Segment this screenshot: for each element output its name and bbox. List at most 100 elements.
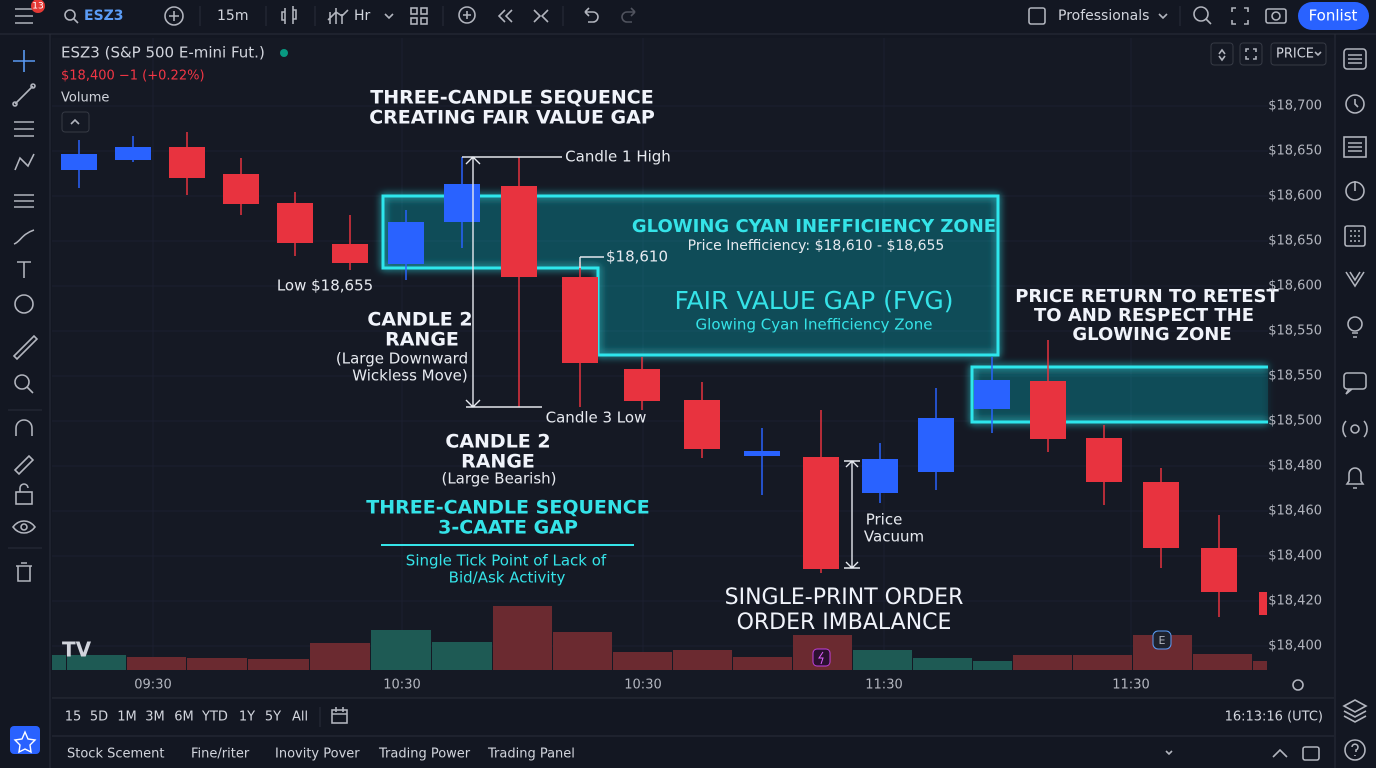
account[interactable]: Professionals: [1058, 8, 1149, 24]
price-label: $18,400: [1268, 639, 1322, 654]
account-dropdown[interactable]: [1158, 13, 1168, 20]
annotation: SINGLE-PRINT ORDER: [725, 585, 964, 610]
candle-body: [1259, 592, 1267, 615]
screenshot[interactable]: [1265, 8, 1287, 24]
add-symbol[interactable]: [164, 6, 184, 26]
fullscreen[interactable]: [1231, 7, 1249, 25]
panel-maximize[interactable]: [1302, 746, 1320, 761]
date-range[interactable]: [331, 707, 348, 724]
volume-bar: [493, 606, 552, 670]
chart-type[interactable]: [281, 6, 297, 24]
bottom-panel-tabs: Stock Scement Fine/riter Inovity Pover Trad…: [67, 747, 575, 762]
volume-bar: [432, 642, 492, 670]
candles: [61, 132, 1267, 617]
range-button[interactable]: 3M: [145, 710, 165, 725]
range-button[interactable]: 5Y: [265, 710, 281, 725]
price-mode-label[interactable]: PRICE: [1276, 47, 1314, 62]
time-label: 10:30: [624, 678, 661, 693]
volume-bar: [733, 657, 792, 670]
annotation: 3-CAATE GAP: [438, 517, 578, 539]
time-label: 10:30: [383, 678, 420, 693]
symbol-search[interactable]: [64, 9, 79, 24]
annotations: THREE-CANDLE SEQUENCE CREATING FAIR VALU…: [277, 87, 1280, 636]
volume-bar: [913, 658, 972, 670]
flash-marker[interactable]: [812, 648, 831, 667]
time-scale: 09:30 10:30 10:30 11:30 11:30: [134, 678, 1149, 693]
range-button[interactable]: 1M: [117, 710, 137, 725]
scale-settings[interactable]: [1292, 679, 1304, 691]
symbol[interactable]: ESZ3: [84, 8, 124, 24]
search[interactable]: [1193, 6, 1212, 25]
candle-body: [169, 147, 205, 178]
alert[interactable]: [458, 6, 476, 24]
scale-expand-icon: [1245, 48, 1257, 60]
volume-bar: [853, 650, 912, 670]
scale-expand[interactable]: [1239, 42, 1263, 66]
menu-button[interactable]: [15, 8, 33, 24]
tab-dropdown[interactable]: [1165, 750, 1173, 756]
retest-zone: [970, 365, 1268, 424]
time-label: 11:30: [1112, 678, 1149, 693]
time-label: 09:30: [134, 678, 171, 693]
replay[interactable]: [497, 9, 513, 23]
annotation: ORDER IMBALANCE: [737, 610, 952, 635]
undo[interactable]: [584, 7, 599, 23]
price-scale-controls: PRICE: [1210, 42, 1327, 66]
range-button[interactable]: 6M: [174, 710, 194, 725]
panel-tab[interactable]: Trading Panel: [487, 747, 575, 762]
event-marker-label: E: [1159, 634, 1166, 647]
annotation: Low $18,655: [277, 277, 373, 295]
layout[interactable]: [410, 7, 428, 25]
panel-tab[interactable]: Trading Power: [378, 747, 471, 762]
notification-count: 13: [32, 2, 43, 12]
candle-body: [501, 186, 537, 277]
event-marker[interactable]: E: [1152, 630, 1172, 650]
annotation: TO AND RESPECT THE: [1034, 305, 1254, 326]
legend-quote: $18,400 −1 (+0.22%): [61, 69, 205, 84]
redo[interactable]: [621, 7, 636, 23]
candle-body: [444, 184, 480, 222]
price-label: $18,700: [1268, 99, 1322, 114]
collapse-icon: [70, 118, 80, 125]
chart-style[interactable]: Hr: [354, 8, 371, 24]
scale-option-icon: [1218, 48, 1226, 62]
price-label: $18,460: [1268, 504, 1322, 519]
legend: ESZ3 (S&P 500 E-mini Fut.) $18,400 −1 (+…: [61, 44, 288, 133]
interval[interactable]: 15m: [217, 8, 248, 24]
range-button[interactable]: 1Y: [239, 710, 255, 725]
annotation: Bid/Ask Activity: [449, 569, 566, 587]
favorites[interactable]: [10, 726, 40, 754]
range-button[interactable]: 5D: [90, 710, 108, 725]
price-label: $18,500: [1268, 414, 1322, 429]
annotation: CANDLE 2: [367, 309, 472, 331]
dropdown-arrow[interactable]: [384, 13, 394, 20]
price-mode[interactable]: [1270, 42, 1327, 66]
volume-bar: [613, 652, 672, 670]
panel-collapse[interactable]: [1272, 748, 1288, 758]
volume-bar: [127, 657, 186, 670]
compare[interactable]: [533, 9, 549, 23]
panel-tab[interactable]: Stock Scement: [67, 747, 165, 762]
indicators[interactable]: [327, 8, 349, 24]
panel-tab[interactable]: Fine/riter: [191, 747, 250, 762]
candle-body: [277, 203, 313, 243]
candle-body: [974, 380, 1010, 409]
collapse-legend[interactable]: [61, 111, 90, 133]
scale-option[interactable]: [1210, 42, 1234, 66]
legend-volume: Volume: [61, 91, 109, 106]
checkbox[interactable]: [1028, 7, 1046, 25]
widget-icons[interactable]: [1342, 48, 1368, 761]
range-button[interactable]: 15: [65, 710, 82, 725]
volume-bar: [1193, 654, 1252, 670]
annotation: Candle 1 High: [565, 148, 671, 166]
primary-button[interactable]: [1298, 2, 1369, 30]
panel-tab[interactable]: Inovity Pover: [275, 747, 360, 762]
volume-bar: [1013, 655, 1072, 670]
primary-button-label[interactable]: Fonlist: [1309, 7, 1358, 25]
price-label: $18,600: [1268, 189, 1322, 204]
notification-badge: [31, 0, 45, 13]
drawing-tools[interactable]: [11, 50, 39, 582]
range-button[interactable]: All: [292, 710, 308, 725]
range-button[interactable]: YTD: [201, 710, 228, 725]
